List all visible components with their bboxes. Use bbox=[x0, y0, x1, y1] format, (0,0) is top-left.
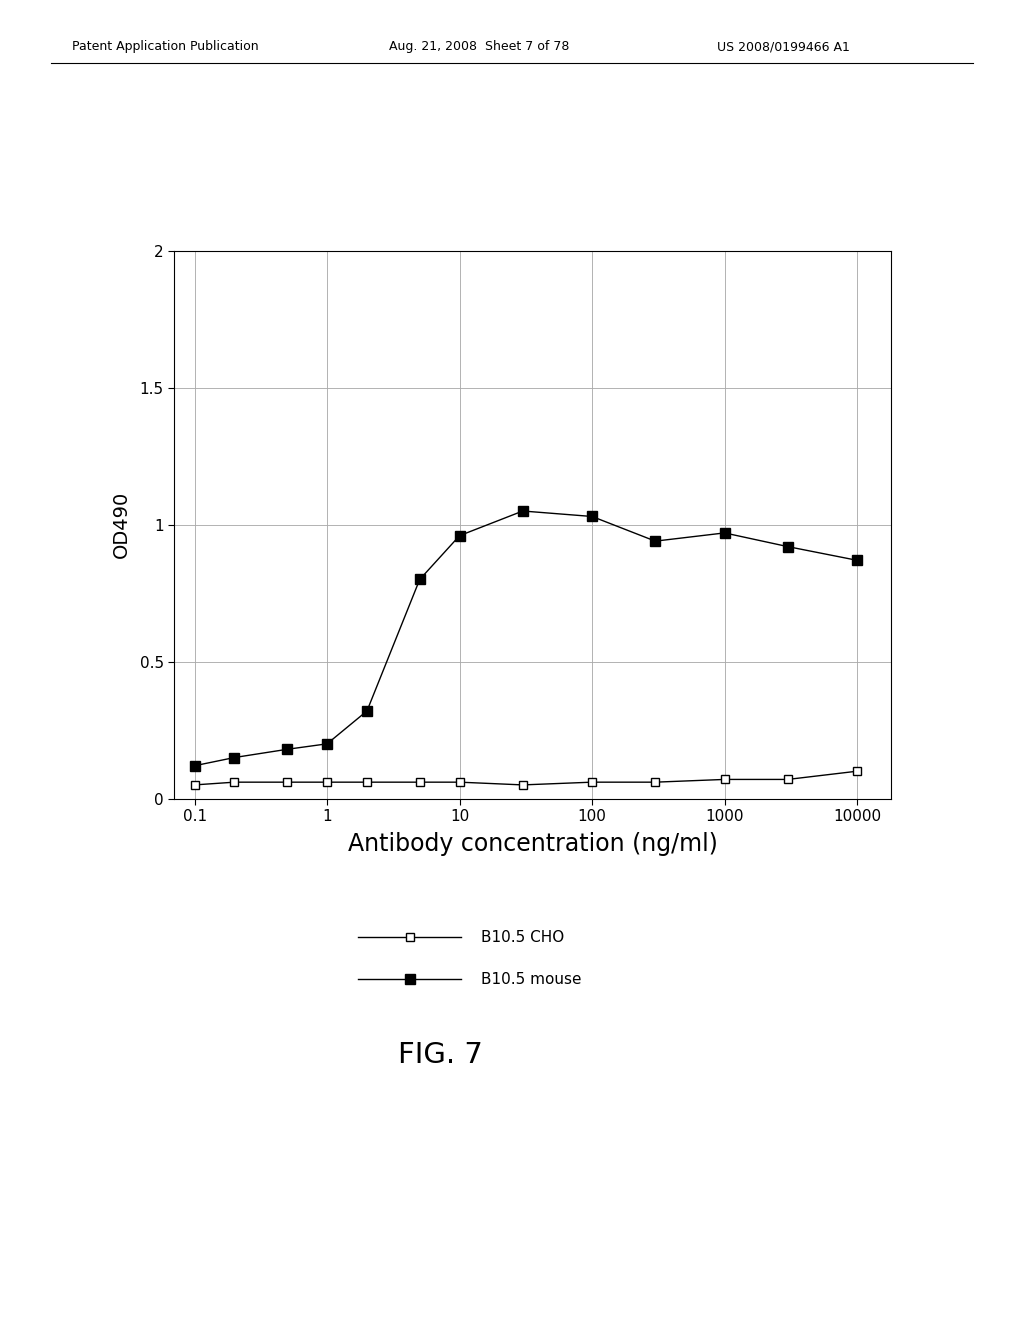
B10.5 mouse bbox=[188, 758, 201, 774]
B10.5 mouse bbox=[414, 572, 426, 587]
Line: B10.5 CHO: B10.5 CHO bbox=[190, 767, 861, 789]
B10.5 CHO bbox=[281, 775, 293, 791]
B10.5 mouse bbox=[454, 528, 466, 544]
B10.5 mouse bbox=[228, 750, 241, 766]
B10.5 CHO bbox=[649, 775, 662, 791]
Text: FIG. 7: FIG. 7 bbox=[398, 1040, 482, 1069]
B10.5 mouse bbox=[851, 552, 863, 568]
B10.5 mouse bbox=[781, 539, 794, 554]
Text: B10.5 CHO: B10.5 CHO bbox=[481, 929, 564, 945]
B10.5 mouse bbox=[586, 508, 598, 524]
B10.5 mouse bbox=[517, 503, 529, 519]
B10.5 CHO bbox=[851, 763, 863, 779]
Text: Patent Application Publication: Patent Application Publication bbox=[72, 40, 258, 53]
Text: Antibody concentration (ng/ml): Antibody concentration (ng/ml) bbox=[347, 832, 718, 855]
Text: Aug. 21, 2008  Sheet 7 of 78: Aug. 21, 2008 Sheet 7 of 78 bbox=[389, 40, 569, 53]
Text: B10.5 mouse: B10.5 mouse bbox=[481, 972, 582, 987]
B10.5 CHO bbox=[586, 775, 598, 791]
B10.5 CHO bbox=[454, 775, 466, 791]
Text: US 2008/0199466 A1: US 2008/0199466 A1 bbox=[717, 40, 850, 53]
B10.5 CHO bbox=[414, 775, 426, 791]
B10.5 CHO bbox=[360, 775, 373, 791]
B10.5 CHO bbox=[719, 771, 731, 787]
B10.5 mouse bbox=[281, 742, 293, 758]
B10.5 CHO bbox=[321, 775, 333, 791]
B10.5 mouse bbox=[321, 737, 333, 752]
Y-axis label: OD490: OD490 bbox=[113, 491, 131, 558]
B10.5 CHO bbox=[781, 771, 794, 787]
Line: B10.5 mouse: B10.5 mouse bbox=[189, 506, 862, 771]
B10.5 CHO bbox=[188, 777, 201, 793]
B10.5 mouse bbox=[360, 704, 373, 719]
B10.5 CHO bbox=[228, 775, 241, 791]
B10.5 mouse bbox=[719, 525, 731, 541]
B10.5 mouse bbox=[649, 533, 662, 549]
B10.5 CHO bbox=[517, 777, 529, 793]
